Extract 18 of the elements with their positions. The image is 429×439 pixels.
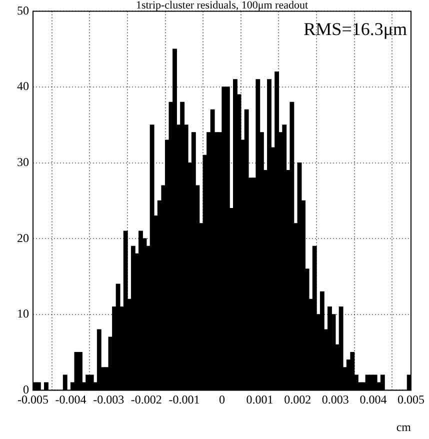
x-tick-label: 0.004 [360,392,387,407]
annotation: RMS=16.3μm [304,18,407,39]
x-tick-label: 0.001 [246,392,274,407]
x-tick-label: -0.001 [168,392,200,407]
y-tick-label: 10 [17,306,29,321]
y-tick-label: 40 [17,79,29,94]
x-axis-title: cm [396,420,412,434]
y-tick-label: 20 [17,230,29,245]
y-tick-label: 50 [17,3,29,18]
x-tick-label: -0.003 [93,392,124,407]
chart-title: 1strip-cluster residuals, 100μm readout [136,0,308,12]
x-tick-label: 0.002 [284,392,312,407]
x-tick-label: 0 [219,392,225,407]
y-tick-label: 30 [17,154,29,169]
x-tick-label: 0.003 [322,392,349,407]
x-tick-label: -0.002 [130,392,162,407]
x-tick-label: -0.004 [55,392,86,407]
x-tick-label: 0.005 [398,392,424,407]
